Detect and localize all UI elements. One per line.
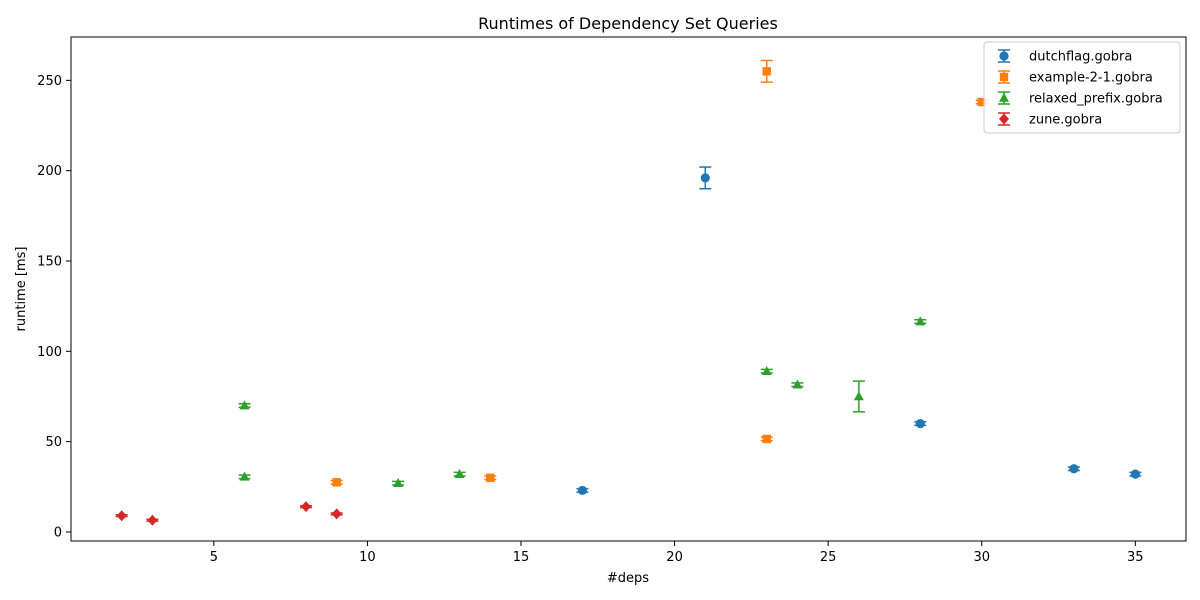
legend-item: zune.gobra (998, 112, 1102, 128)
x-tick-label: 25 (820, 550, 837, 565)
data-point (761, 365, 772, 375)
series-2 (238, 316, 927, 487)
y-tick-label: 150 (37, 255, 62, 270)
data-point (915, 316, 926, 326)
plot-frame (70, 36, 1187, 542)
data-point (577, 485, 588, 496)
y-tick-label: 100 (37, 345, 62, 360)
series-3 (115, 501, 343, 526)
chart-title: Runtimes of Dependency Set Queries (478, 14, 778, 33)
x-axis-ticks: 5 10 15 20 25 30 35 (210, 541, 1144, 565)
x-tick-label: 35 (1127, 550, 1144, 565)
data-point (239, 471, 250, 481)
legend-item: relaxed_prefix.gobra (998, 91, 1163, 107)
data-point (486, 473, 495, 482)
data-point (915, 418, 925, 429)
y-tick-label: 250 (37, 74, 62, 89)
series-1 (330, 59, 988, 487)
legend-label: zune.gobra (1029, 113, 1102, 128)
legend-box (983, 41, 1181, 134)
series-0 (576, 166, 1142, 496)
y-tick-label: 50 (45, 435, 62, 450)
data-point (239, 400, 250, 410)
legend-marker (999, 72, 1009, 82)
data-point (762, 67, 771, 76)
data-point (147, 514, 158, 526)
data-point (792, 379, 803, 389)
legend-marker (999, 92, 1009, 102)
data-point (331, 508, 342, 520)
legend-label: example-2-1.gobra (1029, 71, 1153, 86)
data-point (332, 478, 341, 487)
y-tick-label: 200 (37, 164, 62, 179)
legend-label: relaxed_prefix.gobra (1029, 92, 1163, 107)
x-tick-label: 15 (513, 550, 530, 565)
y-tick-label: 0 (54, 525, 62, 540)
y-axis-ticks: 0 50 100 150 200 250 (37, 74, 71, 540)
data-point (1130, 469, 1140, 479)
x-tick-label: 30 (973, 550, 990, 565)
legend-marker (999, 51, 1009, 61)
y-axis-label: runtime [ms] (14, 247, 29, 332)
legend-item: dutchflag.gobra (998, 49, 1132, 65)
legend-label: dutchflag.gobra (1029, 50, 1132, 65)
legend-item: example-2-1.gobra (998, 70, 1153, 86)
x-tick-label: 10 (359, 550, 376, 565)
x-tick-label: 20 (666, 550, 683, 565)
data-point (393, 477, 404, 487)
data-point (300, 501, 311, 513)
data-point (116, 510, 127, 522)
data-point (700, 173, 710, 183)
data-point (853, 391, 864, 401)
legend-marker (999, 113, 1009, 125)
x-axis-label: #deps (607, 571, 649, 586)
legend: dutchflag.gobra example-2-1.gobra relaxed_… (983, 41, 1181, 134)
data-point (977, 97, 986, 107)
data-point (454, 468, 465, 478)
x-tick-label: 5 (210, 550, 218, 565)
data-point (1069, 464, 1079, 474)
data-point (762, 434, 771, 444)
plot-content (115, 59, 1142, 526)
